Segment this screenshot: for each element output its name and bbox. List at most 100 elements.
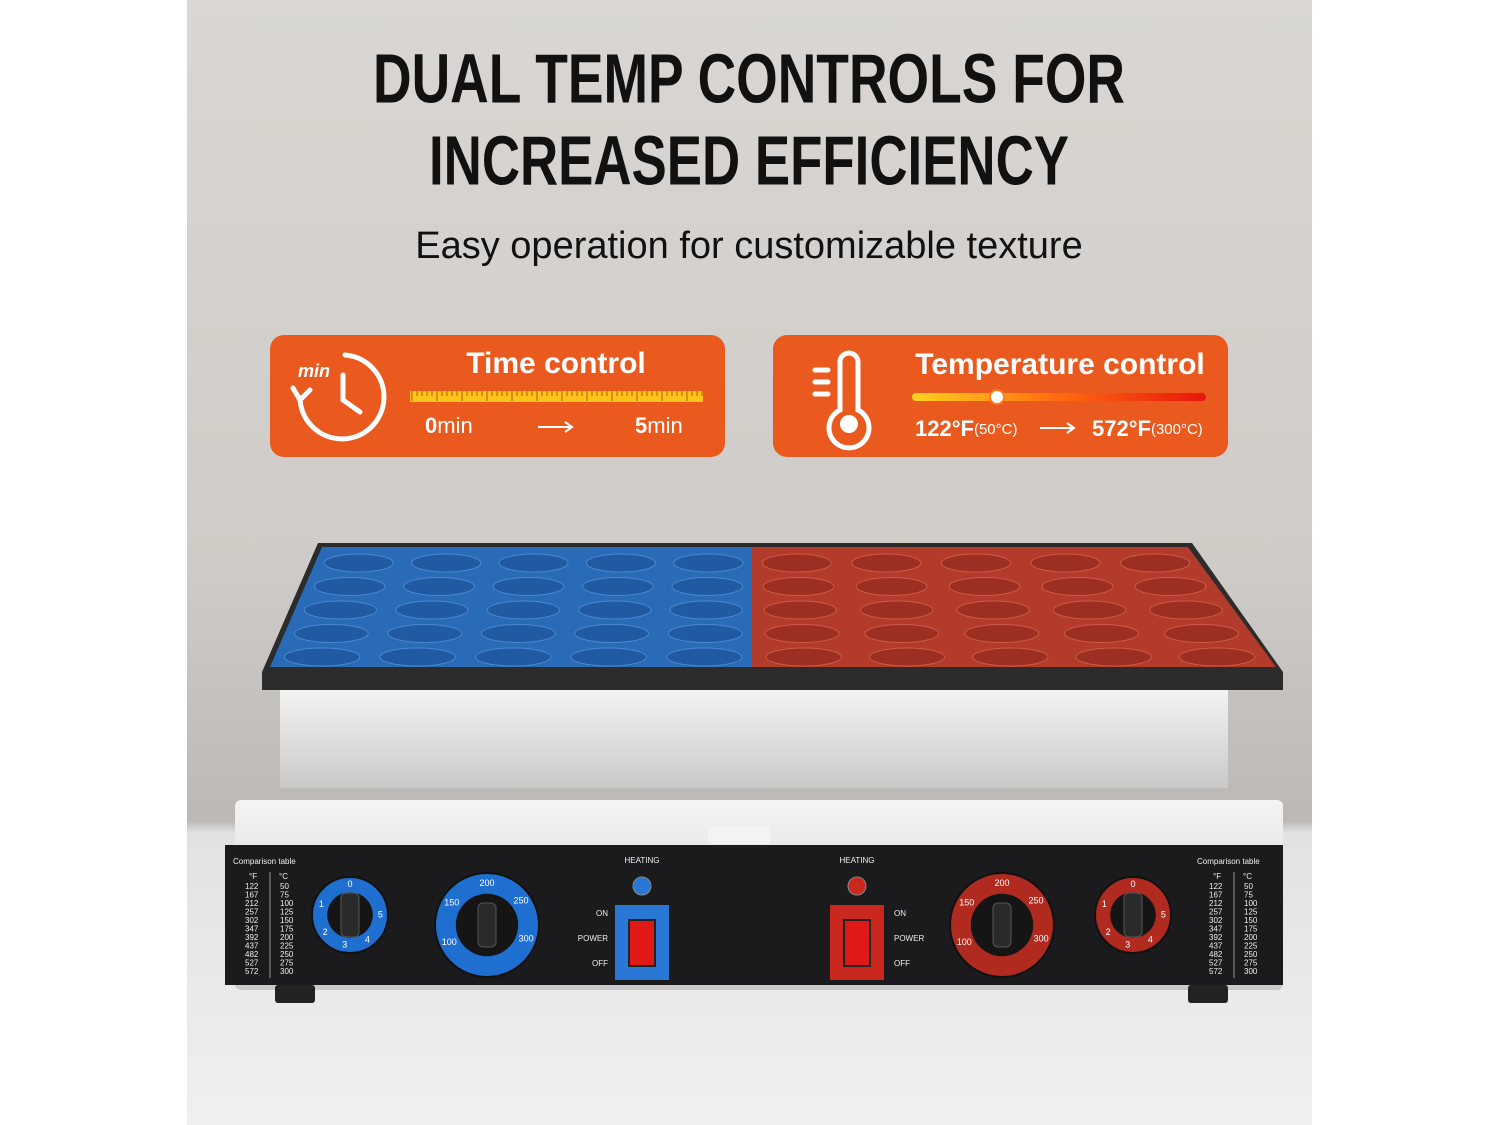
table-cell: 150 [1244, 916, 1258, 925]
well [1134, 577, 1207, 596]
table-cell: 300 [280, 967, 294, 976]
well [1041, 577, 1114, 596]
table-cell: 100 [280, 899, 294, 908]
knob-grip [1123, 892, 1143, 938]
table-cell: 347 [245, 925, 259, 934]
dial-label: 4 [1148, 934, 1153, 944]
dial-label: 250 [1029, 896, 1044, 906]
well [1164, 624, 1239, 643]
table-cell: 212 [1209, 899, 1223, 908]
dial-label: 300 [1034, 934, 1049, 944]
table-cell: 167 [245, 891, 259, 900]
well [1064, 624, 1139, 643]
well [761, 553, 832, 573]
well [669, 600, 743, 620]
table-cell: 200 [1244, 933, 1258, 942]
table-cell: 392 [1209, 933, 1223, 942]
arrow [538, 421, 574, 433]
subtitle: Easy operation for customizable texture [415, 225, 1082, 267]
well [1030, 553, 1101, 573]
box-title: Temperature control [915, 348, 1205, 381]
pancake-machine: Comparison table °F °C 122 50 167 75 212 100 257 1… [225, 543, 1283, 1003]
well [475, 647, 552, 667]
table-cell: 167 [1209, 891, 1223, 900]
well [1178, 647, 1256, 667]
table-cell: 437 [245, 942, 259, 951]
well [570, 647, 647, 667]
table-cell: 225 [280, 942, 294, 951]
wells [283, 553, 1256, 667]
well [673, 553, 744, 573]
range-start: 0min [425, 413, 473, 438]
table-cell: 75 [280, 891, 289, 900]
table-cell: 100 [1244, 899, 1258, 908]
well [323, 553, 394, 573]
well [395, 600, 469, 620]
icon-label: min [298, 361, 330, 381]
table-header: °F [249, 872, 257, 881]
table-cell: 125 [280, 908, 294, 917]
heat-dot [989, 389, 1005, 405]
well [948, 577, 1021, 596]
well [762, 577, 835, 596]
table-cell: 50 [1244, 882, 1253, 891]
well [1052, 600, 1127, 620]
dial-label: 3 [342, 939, 347, 949]
well [956, 600, 1030, 620]
upper-body [280, 688, 1228, 788]
well [868, 647, 946, 667]
well [764, 624, 840, 643]
well [860, 600, 934, 620]
table-cell: 437 [1209, 942, 1223, 951]
ruler [410, 391, 703, 402]
dial-label: 2 [323, 927, 328, 937]
table-cell: 257 [245, 908, 259, 917]
table-cell: 257 [1209, 908, 1223, 917]
well [486, 600, 560, 620]
well [765, 647, 842, 667]
table-header: °C [279, 872, 288, 881]
knob-grip [477, 902, 497, 948]
clock-icon [290, 352, 387, 442]
switch [843, 919, 871, 967]
switch-label: POWER [894, 934, 924, 943]
switch-label: ON [894, 909, 906, 918]
table-cell: 527 [245, 959, 259, 968]
well [666, 647, 743, 667]
knob-grip [340, 892, 360, 938]
table-title: Comparison table [1197, 857, 1260, 866]
table-cell: 122 [245, 882, 259, 891]
headline: DUAL TEMP CONTROLS FOR [373, 39, 1125, 117]
table-cell: 212 [245, 899, 259, 908]
dial-label: 300 [519, 934, 534, 944]
range-end: 572°F(300°C) [1092, 416, 1203, 441]
table-cell: 392 [245, 933, 259, 942]
heating-light [632, 876, 652, 896]
range-end: 5min [635, 413, 683, 438]
well [480, 624, 556, 643]
well [283, 647, 361, 667]
well [411, 553, 482, 573]
well [498, 553, 569, 573]
table-cell: 347 [1209, 925, 1223, 934]
switch-label: OFF [592, 959, 608, 968]
dial-label: 100 [957, 937, 972, 947]
table-cell: 175 [1244, 925, 1258, 934]
dial-label: 200 [994, 878, 1009, 888]
well [667, 624, 743, 643]
heat-bar [912, 393, 1206, 401]
warning-label [708, 826, 770, 844]
ruler-ticks [411, 391, 703, 401]
well [578, 600, 652, 620]
well [940, 553, 1011, 573]
switch-label: POWER [578, 934, 608, 943]
table-header: °F [1213, 872, 1221, 881]
table-cell: 125 [1244, 908, 1258, 917]
table-cell: 122 [1209, 882, 1223, 891]
table-cell: 275 [280, 959, 294, 968]
well [387, 624, 463, 643]
well [972, 647, 1049, 667]
well [671, 577, 744, 596]
foot [275, 985, 315, 1003]
well [379, 647, 456, 667]
